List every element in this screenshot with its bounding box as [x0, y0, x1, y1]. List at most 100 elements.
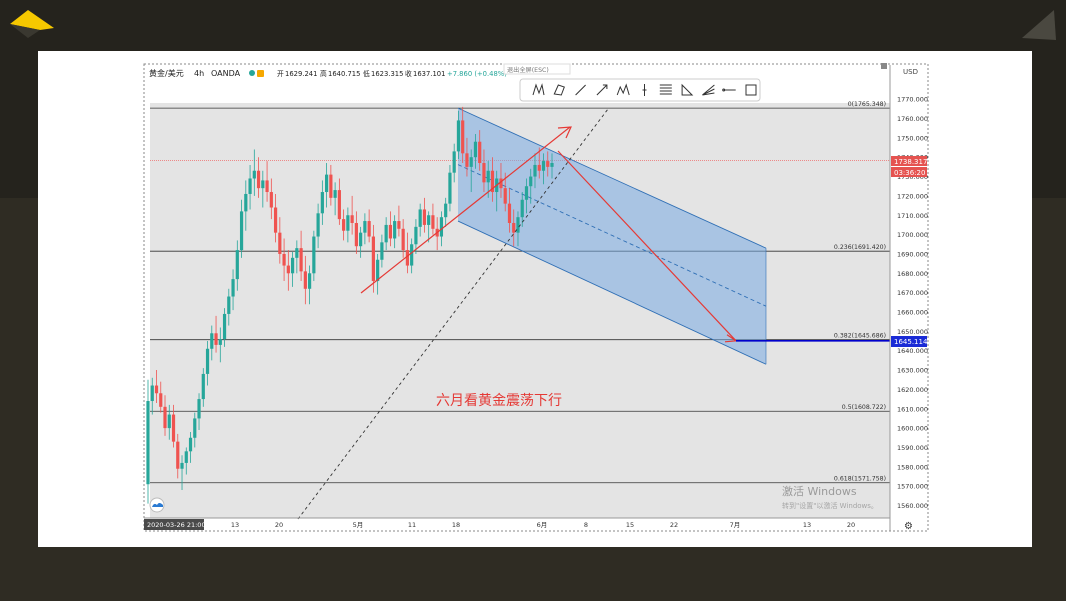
candle: [533, 153, 537, 189]
candle: [546, 151, 550, 177]
cypher-pattern-icon[interactable]: [553, 84, 565, 96]
cursor-date-label: 2020-03-26 21:00: [147, 521, 206, 529]
fib-retracement-icon[interactable]: [659, 84, 672, 95]
candle: [376, 253, 380, 295]
candle: [252, 149, 256, 196]
price-tick-label: 1700.000: [897, 231, 928, 239]
time-tick-label: 8: [584, 521, 588, 529]
candle: [295, 240, 299, 274]
price-tick-label: 1720.000: [897, 192, 928, 200]
candle: [520, 192, 524, 227]
price-tick-label: 1580.000: [897, 463, 928, 471]
price-tick-label: 1750.000: [897, 134, 928, 142]
candle: [512, 209, 516, 247]
candle: [188, 431, 193, 463]
candle: [482, 149, 486, 193]
trend-line-icon[interactable]: [575, 84, 586, 96]
xabcd-pattern-icon[interactable]: [532, 83, 545, 96]
fib-retracement: 0(1765.348) 0.236(1691.420) 0.382(1645.686…: [150, 101, 890, 484]
candle: [418, 203, 422, 237]
candle: [529, 168, 533, 204]
candle: [346, 207, 350, 243]
candle: [465, 137, 469, 177]
price-tick-label: 1760.000: [897, 115, 928, 123]
fib-level-label: 0(1765.348): [848, 101, 886, 108]
time-axis[interactable]: 13 20 5月 11 18 6月 8 15 22 7月 13 20: [231, 521, 855, 529]
candle: [150, 377, 154, 415]
candle: [308, 265, 312, 305]
symbol-label: 黄金/美元: [149, 68, 184, 78]
candle: [325, 163, 329, 208]
candle: [239, 199, 244, 258]
candle: [363, 213, 367, 245]
windows-watermark-title: 激活 Windows: [782, 484, 857, 498]
time-tick-label: 6月: [537, 521, 548, 529]
candle: [154, 370, 159, 403]
horizontal-ray-icon[interactable]: [722, 88, 736, 92]
candle: [431, 203, 435, 235]
price-tick-label: 1590.000: [897, 444, 928, 452]
interval-label: 4h: [194, 69, 204, 78]
fib-fan-icon[interactable]: [702, 84, 715, 96]
cloud-icon: [152, 503, 163, 507]
elliott-wave-icon[interactable]: [616, 83, 630, 96]
candle: [235, 240, 239, 291]
fib-level-label: 0.5(1608.722): [842, 404, 886, 411]
time-tick-label: 18: [452, 521, 460, 529]
candle: [222, 308, 227, 347]
candle: [380, 234, 384, 268]
price-chart[interactable]: 0(1765.348) 0.236(1691.420) 0.382(1645.686…: [38, 51, 1032, 547]
candle: [256, 157, 261, 198]
price-tick-label: 1690.000: [897, 250, 928, 258]
candle: [333, 182, 337, 216]
candle: [214, 315, 218, 353]
candle: [180, 455, 184, 491]
gear-icon[interactable]: ⚙: [904, 521, 913, 532]
fib-level-label: 0.236(1691.420): [834, 244, 886, 251]
candle: [248, 164, 252, 210]
candle: [210, 325, 214, 361]
time-tick-label: 15: [626, 521, 634, 529]
arrow-icon[interactable]: [596, 84, 608, 96]
low-value: 1623.315: [371, 70, 403, 78]
price-tick-label: 1620.000: [897, 386, 928, 394]
price-tick-label: 1610.000: [897, 405, 928, 413]
rectangle-icon[interactable]: [745, 84, 757, 96]
annotation-text: 六月看黄金震荡下行: [436, 392, 562, 409]
logo-icon: [10, 10, 54, 38]
toolbar-icons: [532, 83, 757, 96]
candle: [176, 433, 180, 479]
open-value: 1629.241: [285, 70, 317, 78]
candle: [499, 163, 503, 198]
candle: [146, 379, 150, 504]
corner-triangle-icon: [1022, 10, 1056, 40]
candle: [388, 211, 392, 247]
candle: [290, 252, 295, 287]
up-arrow-line: [360, 126, 571, 294]
candle: [197, 393, 201, 431]
currency-label: USD: [903, 68, 918, 76]
vertical-line-icon[interactable]: [642, 84, 647, 96]
candle: [550, 153, 554, 179]
channel-lower-line: [457, 220, 767, 365]
alert-icon[interactable]: [257, 70, 264, 77]
candle: [282, 238, 286, 282]
current-price-label: 1738.317: [894, 158, 927, 166]
exit-fullscreen-label: 退出全屏(ESC): [507, 66, 549, 74]
exit-fullscreen-tip[interactable]: [503, 63, 571, 75]
price-tick-label: 1710.000: [897, 212, 928, 220]
settings-square-icon[interactable]: [881, 63, 887, 69]
channel-upper-line: [457, 107, 767, 249]
price-tick-label: 1600.000: [897, 425, 928, 433]
triangle-icon[interactable]: [681, 83, 694, 96]
candle: [469, 149, 473, 193]
price-tick-label: 1670.000: [897, 289, 928, 297]
candle: [320, 180, 324, 225]
target-price-box: [891, 336, 927, 347]
down-arrow-line: [557, 150, 737, 342]
candle: [516, 211, 520, 247]
candle: [461, 106, 465, 164]
candle: [452, 143, 456, 183]
candle: [231, 269, 235, 311]
drawing-toolbar: [519, 78, 761, 102]
